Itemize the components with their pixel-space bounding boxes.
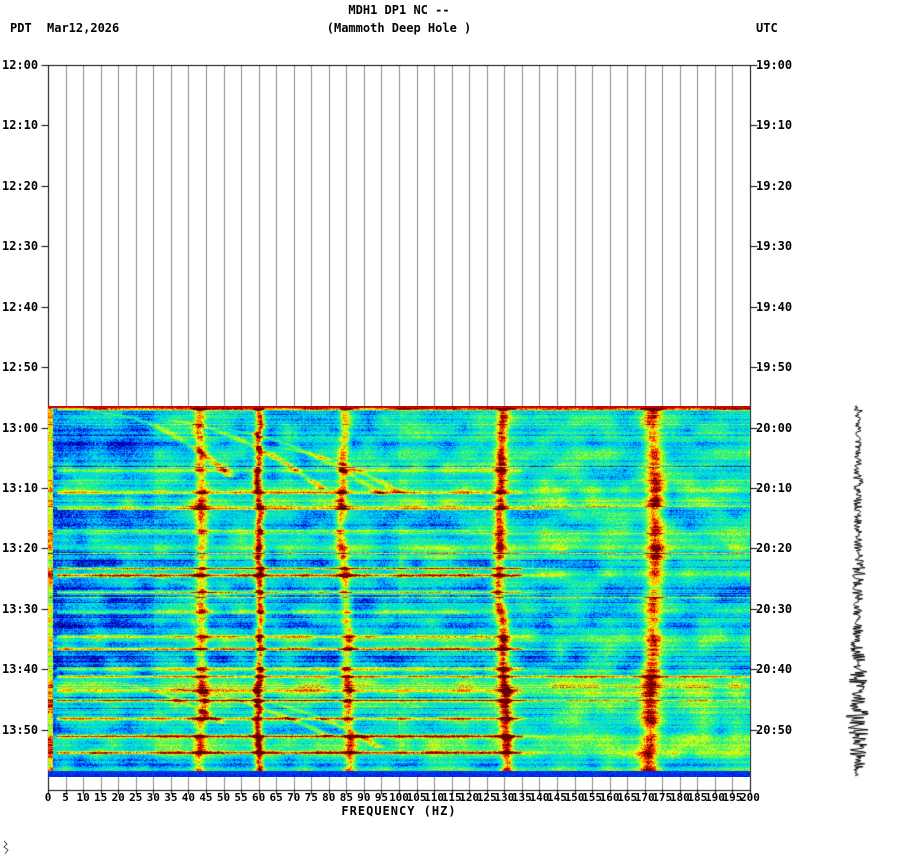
right-time-label: 20:00 <box>756 420 793 435</box>
freq-tick-label: 90 <box>357 791 371 804</box>
freq-tick-label: 35 <box>164 791 178 804</box>
page-title: MDH1 DP1 NC -- <box>348 3 450 17</box>
freq-tick-label: 20 <box>111 791 125 804</box>
freq-tick-label: 175 <box>652 791 673 804</box>
freq-tick-label: 0 <box>44 791 52 804</box>
freq-tick-label: 75 <box>304 791 318 804</box>
freq-tick-label: 50 <box>216 791 231 804</box>
freq-tick-label: 120 <box>459 791 480 804</box>
left-time-label: 13:30 <box>2 601 39 616</box>
freq-tick-label: 110 <box>424 791 445 804</box>
freq-tick-label: 100 <box>389 791 409 804</box>
freq-tick-label: 105 <box>406 791 427 804</box>
left-time-label: 12:40 <box>2 299 39 314</box>
right-time-label: 19:50 <box>756 360 793 375</box>
freq-tick-label: 115 <box>441 791 462 804</box>
right-time-label: 19:30 <box>756 239 793 254</box>
right-time-label: 19:40 <box>756 299 793 314</box>
right-time-label: 19:00 <box>756 58 793 72</box>
x-axis-title: FREQUENCY (HZ) <box>341 804 457 818</box>
freq-tick-label: 170 <box>634 791 655 804</box>
freq-tick-label: 200 <box>740 791 760 804</box>
left-time-label: 12:30 <box>2 239 39 254</box>
date-label: Mar12,2026 <box>47 21 120 35</box>
left-time-label: 13:00 <box>2 420 39 435</box>
right-time-label: 19:10 <box>756 118 793 133</box>
right-time-label: 20:40 <box>756 662 793 677</box>
freq-tick-label: 155 <box>582 791 602 804</box>
left-time-label: 13:10 <box>2 480 39 495</box>
freq-tick-label: 145 <box>547 791 567 804</box>
left-time-label: 13:50 <box>2 722 39 737</box>
freq-tick-label: 130 <box>494 791 515 804</box>
timezone-right-label: UTC <box>756 21 778 35</box>
timezone-left-label: PDT <box>10 21 32 35</box>
freq-tick-label: 45 <box>199 791 213 804</box>
left-time-label: 12:50 <box>2 360 39 375</box>
freq-tick-label: 185 <box>687 791 708 804</box>
freq-tick-label: 60 <box>251 791 266 804</box>
freq-tick-label: 140 <box>529 791 550 804</box>
freq-tick-label: 125 <box>476 791 497 804</box>
freq-tick-label: 85 <box>339 791 353 804</box>
freq-tick-label: 80 <box>322 791 336 804</box>
right-time-label: 19:20 <box>756 178 793 193</box>
freq-tick-label: 30 <box>146 791 160 804</box>
freq-tick-label: 190 <box>704 791 725 804</box>
freq-tick-label: 135 <box>511 791 532 804</box>
left-time-label: 12:20 <box>2 178 39 193</box>
freq-tick-label: 65 <box>269 791 283 804</box>
left-time-label: 12:10 <box>2 118 39 133</box>
station-subtitle: (Mammoth Deep Hole ) <box>326 21 472 35</box>
freq-tick-label: 70 <box>287 791 301 804</box>
corner-mark <box>3 840 9 855</box>
freq-tick-label: 5 <box>62 791 69 804</box>
freq-tick-label: 165 <box>617 791 638 804</box>
right-time-label: 20:50 <box>756 722 793 737</box>
left-time-label: 13:20 <box>2 541 39 556</box>
freq-tick-label: 55 <box>234 791 248 804</box>
freq-tick-label: 15 <box>94 791 108 804</box>
freq-tick-label: 160 <box>599 791 620 804</box>
freq-tick-label: 195 <box>722 791 743 804</box>
seismogram-trace <box>828 396 888 792</box>
right-time-label: 20:10 <box>756 480 793 495</box>
freq-tick-label: 95 <box>374 791 389 804</box>
right-time-label: 20:30 <box>756 601 793 616</box>
freq-tick-label: 25 <box>129 791 143 804</box>
freq-tick-label: 180 <box>669 791 690 804</box>
left-time-label: 13:40 <box>2 662 39 677</box>
freq-tick-label: 10 <box>76 791 90 804</box>
freq-tick-label: 150 <box>564 791 585 804</box>
freq-tick-label: 40 <box>181 791 196 804</box>
right-time-label: 20:20 <box>756 541 793 556</box>
left-time-label: 12:00 <box>2 58 39 72</box>
spectrogram-canvas <box>48 405 750 777</box>
